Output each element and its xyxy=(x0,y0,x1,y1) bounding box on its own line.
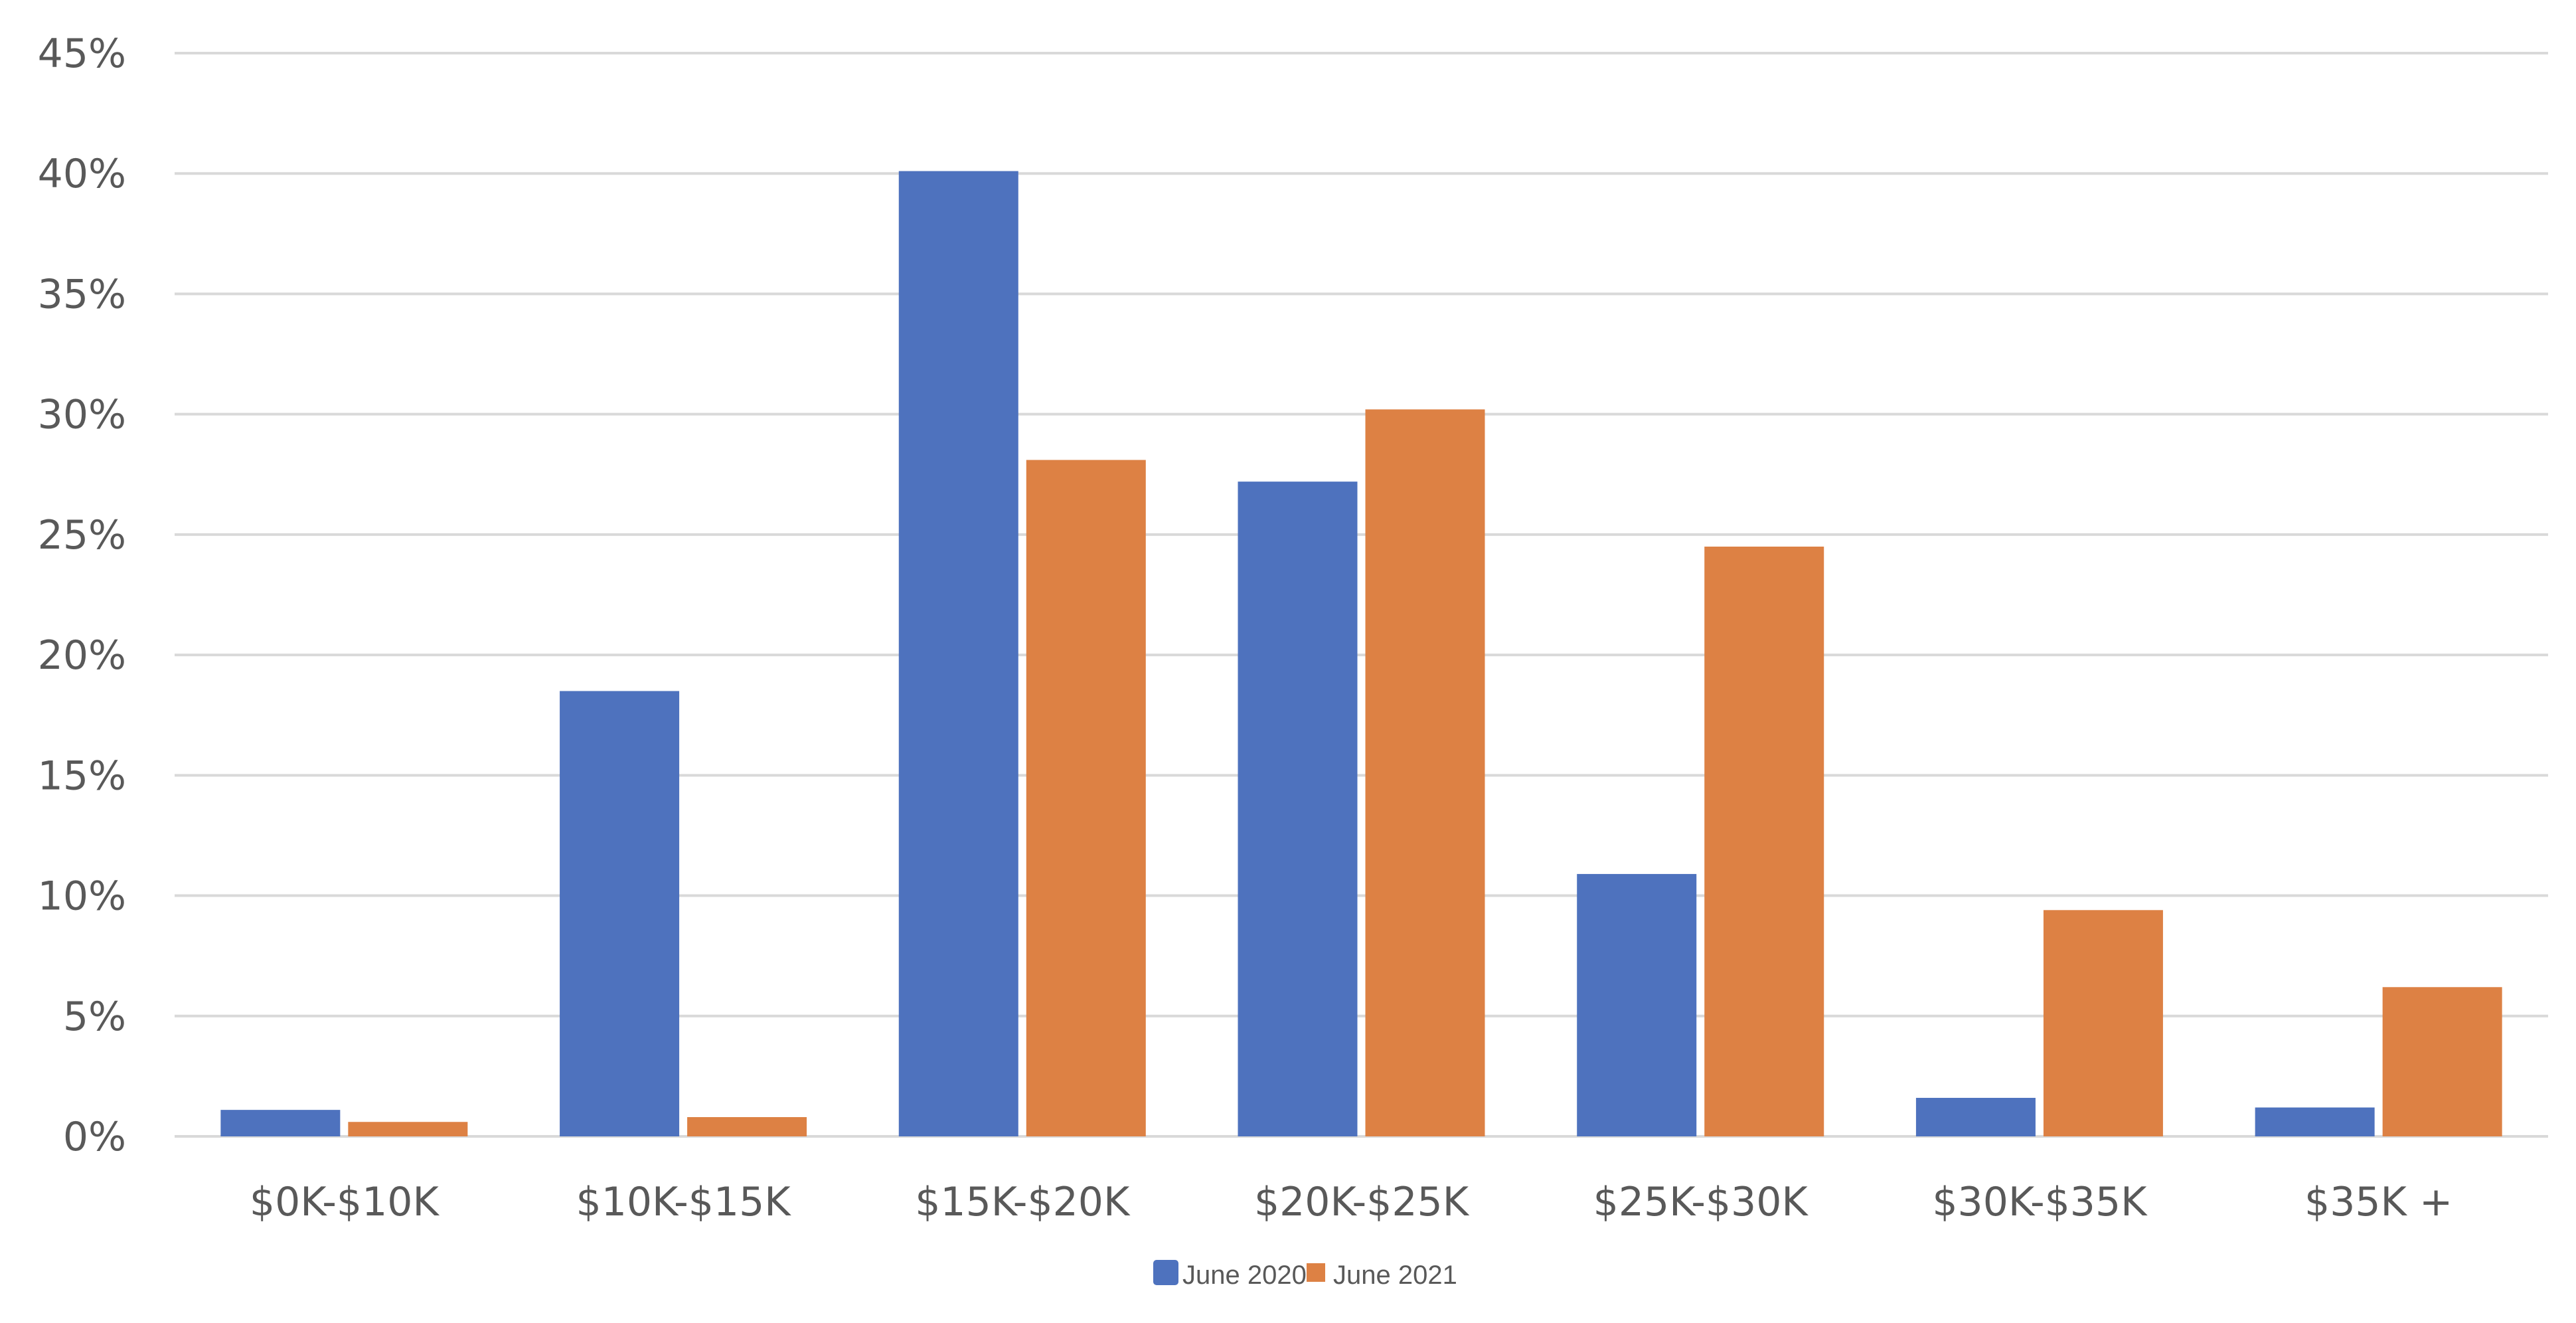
bar-june-2021 xyxy=(1704,547,1824,1136)
bar-june-2020 xyxy=(1915,1098,2036,1136)
bars xyxy=(220,171,2502,1137)
legend-swatch-june-2020 xyxy=(1153,1260,1178,1285)
bar-june-2021 xyxy=(1026,460,1146,1136)
x-tick-label: $30K-$35K xyxy=(1932,1179,2148,1225)
y-tick-label: 40% xyxy=(38,151,126,197)
x-tick-label: $10K-$15K xyxy=(576,1179,792,1225)
x-axis-labels: $0K-$10K $10K-$15K $15K-$20K $20K-$25K $25K-… xyxy=(250,1179,2453,1225)
legend-swatch-june-2021 xyxy=(1307,1263,1325,1282)
bar-june-2020 xyxy=(220,1110,341,1136)
legend: June 2020 June 2021 xyxy=(1153,1260,1457,1290)
x-tick-label: $20K-$25K xyxy=(1254,1179,1470,1225)
y-tick-label: 15% xyxy=(38,752,126,799)
x-tick-label: $15K-$20K xyxy=(915,1179,1131,1225)
x-tick-label: $35K + xyxy=(2304,1179,2453,1225)
gridlines xyxy=(175,52,2548,1138)
bar-june-2020 xyxy=(2255,1107,2375,1136)
y-tick-label: 10% xyxy=(38,873,126,920)
legend-label-june-2020: June 2020 xyxy=(1182,1261,1307,1290)
y-tick-label: 20% xyxy=(38,632,126,679)
bar-june-2020 xyxy=(560,691,680,1136)
y-tick-label: 25% xyxy=(38,512,126,559)
bar-june-2021 xyxy=(2382,987,2502,1136)
legend-label-june-2021: June 2021 xyxy=(1333,1261,1457,1290)
bar-june-2020 xyxy=(1577,873,1697,1136)
bar-june-2020 xyxy=(1238,482,1358,1136)
y-tick-label: 0% xyxy=(63,1114,126,1160)
bar-june-2021 xyxy=(1365,409,1485,1137)
bar-june-2021 xyxy=(687,1117,807,1136)
bar-june-2021 xyxy=(2043,910,2163,1136)
y-tick-label: 45% xyxy=(38,31,126,77)
bar-june-2020 xyxy=(898,171,1018,1136)
y-axis-ticks: 0% 5% 10% 15% 20% 25% 30% 35% 40% 45% xyxy=(38,31,126,1160)
y-tick-label: 30% xyxy=(38,392,126,438)
y-tick-label: 5% xyxy=(63,994,126,1040)
x-tick-label: $0K-$10K xyxy=(250,1179,440,1225)
y-tick-label: 35% xyxy=(38,271,126,317)
x-tick-label: $25K-$30K xyxy=(1593,1179,1809,1225)
bar-june-2021 xyxy=(348,1122,468,1136)
